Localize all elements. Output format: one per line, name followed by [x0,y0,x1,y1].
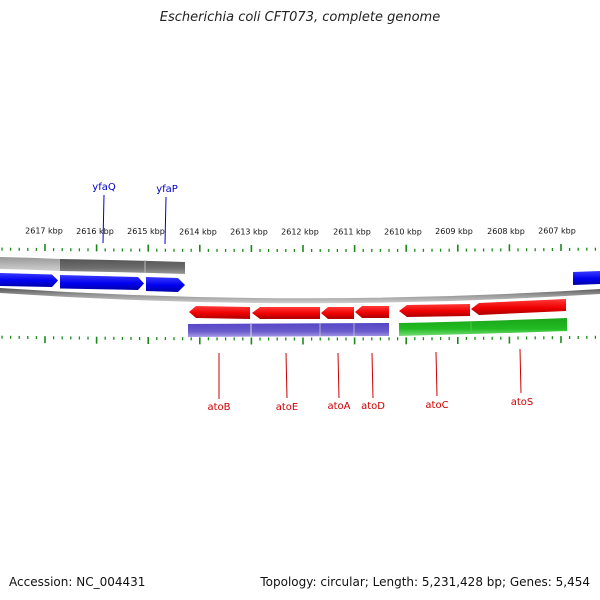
genome-backbone [0,288,600,304]
scale-labels: 2617 kbp 2616 kbp 2615 kbp 2614 kbp 2613 kbp… [25,227,576,237]
forward-gene-right-partial [573,271,600,285]
scale-label: 2615 kbp [127,227,165,236]
forward-gene-left-partial [0,273,58,287]
gene-label-atoB[interactable]: atoB [207,402,230,413]
accession-label: Accession: NC_004431 [9,575,146,589]
reverse-gene-atoS[interactable] [471,299,566,315]
gene-label-atoC[interactable]: atoC [425,400,448,411]
scale-label: 2610 kbp [384,227,422,236]
gene-label-yfaQ[interactable]: yfaQ [92,182,116,193]
scale-label: 2609 kbp [435,227,473,236]
scale-label: 2611 kbp [333,228,371,237]
forward-gene-yfaQ[interactable] [60,275,144,290]
forward-gene-yfaP[interactable] [146,277,185,292]
reverse-gene-atoD[interactable] [355,306,389,318]
gene-label-atoA[interactable]: atoA [327,401,350,412]
reverse-gene-atoB[interactable] [189,306,250,319]
bottom-green-band [399,318,567,336]
gene-label-atoS[interactable]: atoS [511,397,534,408]
inner-tick-ring [1,335,597,345]
reverse-gene-atoA[interactable] [321,307,354,319]
gene-label-atoD[interactable]: atoD [361,401,385,412]
genome-summary: Topology: circular; Length: 5,231,428 bp… [260,575,590,589]
scale-label: 2613 kbp [230,228,268,237]
leader-line-atoE [285,352,288,399]
leader-line-yfaP [164,196,167,245]
leader-line-atoA [337,352,340,399]
gene-label-yfaP[interactable]: yfaP [156,184,178,195]
leader-line-atoC [435,351,438,397]
scale-label: 2612 kbp [281,228,319,237]
scale-label: 2614 kbp [179,227,217,236]
reverse-gene-atoC[interactable] [399,304,470,317]
bottom-purple-band [188,323,389,337]
scale-label: 2617 kbp [25,227,63,236]
top-grey-band [60,259,185,274]
outer-tick-ring [1,244,597,252]
scale-label: 2616 kbp [76,227,114,236]
scale-label: 2608 kbp [487,227,525,236]
genome-title: Escherichia coli CFT073, complete genome [159,10,441,25]
gene-label-atoE[interactable]: atoE [276,402,299,413]
leader-line-atoS [519,348,522,394]
top-grey-band-light [0,257,60,271]
reverse-gene-atoE[interactable] [252,307,320,319]
scale-label: 2607 kbp [538,227,576,236]
leader-line-atoD [371,352,374,399]
leader-line-yfaQ [102,194,105,244]
